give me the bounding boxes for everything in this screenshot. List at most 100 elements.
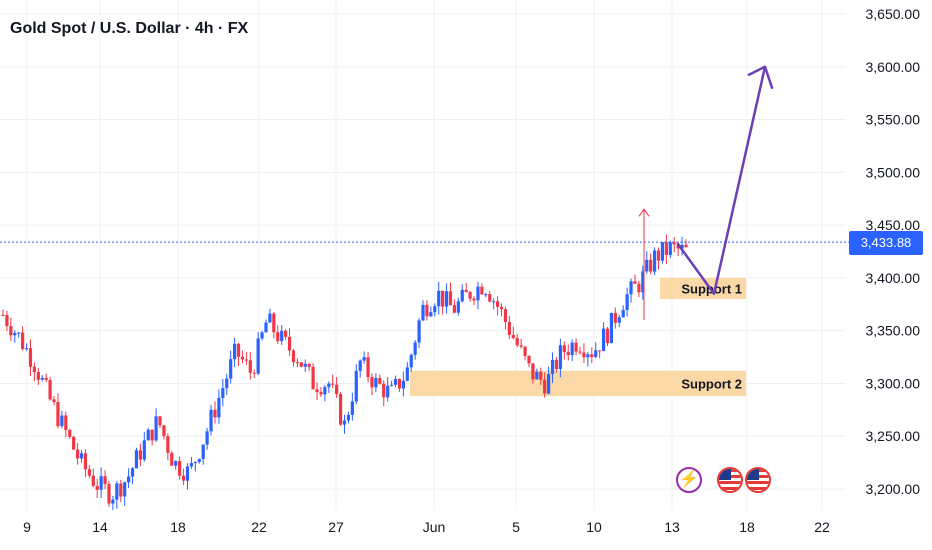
candle-body [256,338,260,374]
candle-body [480,286,484,295]
candle-body [460,289,464,302]
spike-arrowhead [638,208,650,217]
candle-body [185,466,190,481]
candle-body [193,461,197,464]
candle-body [613,312,617,323]
candle-body [154,416,158,441]
candle-body [284,330,288,337]
candle-body [95,485,99,490]
candle-body [17,332,21,334]
candle-body [75,449,80,459]
candle-body [48,379,52,400]
candle-body [350,401,354,415]
candle-body [417,320,421,343]
candle-body [209,409,213,432]
candle-body [5,315,9,327]
candle-body [115,483,119,500]
support-zone [660,277,746,299]
candle-body [166,436,170,453]
candle-body [680,244,684,249]
candle-body [390,384,394,386]
x-tick-label: Jun [423,519,446,535]
lightning-icon[interactable]: ⚡ [676,467,702,493]
candle-body [598,350,602,352]
x-tick-label: 27 [328,519,344,535]
candle-body [91,475,95,486]
candle-body [201,444,205,460]
candle-body [578,351,582,353]
candle-body [668,242,672,255]
candle-body [370,377,374,388]
candle-body [291,350,296,363]
candle-body [244,359,248,361]
candle-body [515,338,519,346]
candle-body [236,343,241,357]
candle-body [441,290,445,307]
candle-body [590,354,594,358]
candle-body [338,393,343,425]
y-tick-label: 3,550.00 [866,112,921,128]
candle-body [433,306,437,313]
candle-body [127,476,131,483]
candle-body [684,244,688,248]
candle-body [550,359,555,375]
candle-body [397,378,402,389]
candle-body [586,354,590,358]
candle-body [83,453,88,470]
candle-body [452,305,457,313]
candle-body [138,450,142,460]
candle-body [484,294,488,296]
x-tick-label: 5 [512,519,520,535]
candle-body [495,301,500,307]
x-tick-label: 9 [23,519,31,535]
chart-grid [0,0,845,510]
candle-body [264,322,268,333]
candle-body [162,425,166,437]
candle-body [413,342,417,355]
y-tick-label: 3,350.00 [866,323,921,339]
candle-body [60,415,64,427]
y-tick-label: 3,450.00 [866,217,921,233]
x-tick-label: 22 [814,519,830,535]
candle-body [170,452,174,466]
candle-body [111,499,115,504]
candle-body [13,332,17,336]
candle-body [248,360,252,373]
candle-body [103,476,107,485]
candle-body [374,378,378,388]
us-flag-icon[interactable] [717,467,743,493]
candle-body [123,482,127,497]
candle-body [315,389,319,393]
candle-body [56,402,60,427]
y-tick-label: 3,650.00 [866,6,921,22]
candle-body [79,453,84,459]
candle-body [146,429,150,441]
candle-body [492,301,496,303]
candle-body [664,242,668,255]
x-tick-label: 18 [739,519,755,535]
x-tick-label: 13 [664,519,680,535]
candle-body [401,380,405,389]
candle-body [150,429,154,441]
candle-body [543,379,547,394]
y-tick-label: 3,400.00 [866,270,921,286]
candle-body [582,352,586,358]
y-tick-label: 3,300.00 [866,375,921,391]
us-flag-icon[interactable] [745,467,771,493]
candle-body [609,312,614,344]
candle-body [36,371,40,380]
candle-body [181,475,186,481]
candle-body [448,291,453,306]
candle-body [280,330,284,342]
candle-body [307,363,311,367]
candle-body [107,484,111,504]
support-zone-label: Support 2 [681,376,742,391]
projection-arrowhead [747,65,774,90]
candle-body [311,366,315,390]
candle-body [240,356,245,360]
x-tick-label: 14 [92,519,108,535]
candle-body [547,374,551,394]
annotations [0,65,849,321]
